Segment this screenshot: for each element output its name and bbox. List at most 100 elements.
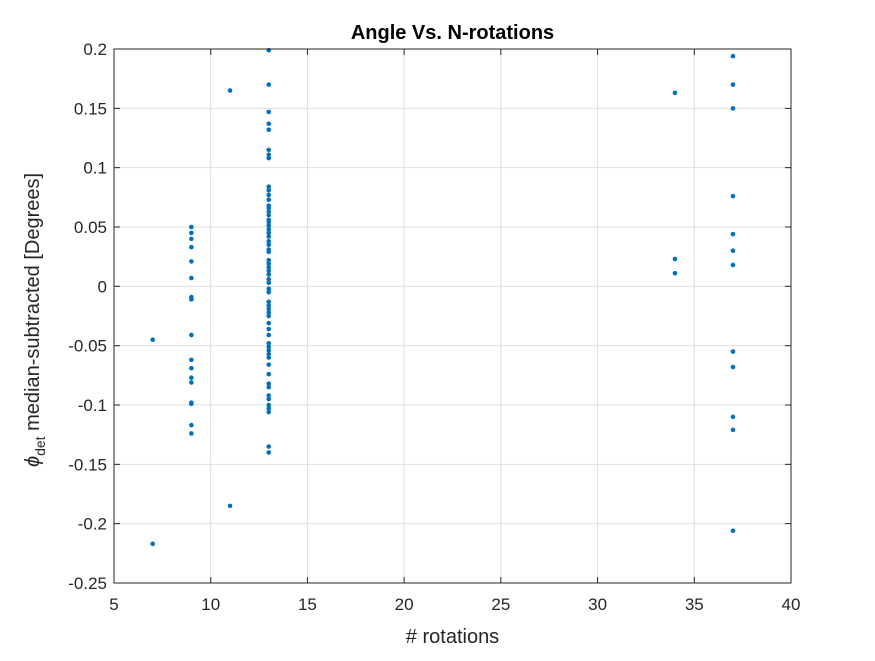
data-point: [266, 384, 272, 390]
data-point: [266, 299, 272, 305]
data-point: [266, 238, 272, 244]
data-point: [266, 355, 272, 360]
data-point: [189, 275, 194, 281]
data-point: [189, 365, 194, 371]
x-tick-label: 30: [588, 595, 607, 614]
data-point: [266, 280, 272, 286]
data-point: [730, 248, 736, 254]
data-point: [227, 88, 233, 93]
data-point: [266, 249, 272, 255]
y-tick-label: -0.25: [68, 574, 107, 593]
data-point: [266, 313, 272, 319]
data-point: [189, 224, 194, 230]
data-point: [227, 503, 233, 509]
data-point: [266, 268, 272, 274]
x-tick-label: 10: [201, 595, 220, 614]
y-axis-label-subscript: det: [32, 436, 48, 456]
data-point: [672, 256, 678, 262]
data-point: [266, 272, 272, 277]
data-point: [266, 82, 272, 87]
y-tick-label: 0.05: [74, 218, 107, 237]
data-point: [730, 364, 736, 370]
data-point: [266, 234, 272, 239]
data-point: [266, 289, 272, 295]
data-point: [266, 147, 272, 153]
data-point: [266, 444, 272, 449]
data-point: [266, 306, 272, 312]
data-point: [189, 422, 194, 428]
data-point: [266, 261, 272, 267]
data-point: [266, 223, 272, 229]
chart-title: Angle Vs. N-rotations: [351, 22, 554, 44]
data-point: [266, 219, 272, 225]
data-point: [266, 257, 272, 263]
x-tick-label: 20: [395, 595, 414, 614]
x-tick-label: 15: [298, 595, 317, 614]
data-point: [730, 53, 736, 59]
data-point: [266, 393, 272, 398]
data-point: [266, 212, 272, 218]
axes-box: [113, 48, 792, 584]
data-point: [730, 349, 736, 354]
data-point: [266, 265, 272, 270]
data-point: [730, 528, 736, 534]
data-point: [189, 332, 194, 338]
data-point: [266, 155, 272, 161]
data-point: [266, 205, 272, 211]
data-point: [189, 259, 194, 264]
data-point: [266, 396, 272, 402]
data-point: [266, 197, 272, 203]
y-tick-label: -0.1: [78, 396, 107, 415]
data-point: [266, 344, 272, 350]
data-point: [266, 127, 272, 132]
data-point: [189, 401, 194, 407]
y-tick-label: -0.15: [68, 455, 107, 474]
data-point: [730, 262, 736, 268]
data-point: [266, 371, 272, 377]
data-point: [189, 244, 194, 250]
data-point: [266, 192, 272, 198]
data-point: [266, 230, 272, 236]
data-point: [266, 326, 272, 332]
data-point: [266, 450, 272, 455]
data-point: [730, 106, 736, 111]
data-point: [266, 340, 272, 346]
data-point: [266, 406, 272, 411]
data-points: [150, 47, 736, 547]
data-point: [266, 209, 272, 214]
data-point: [672, 90, 678, 96]
data-point: [189, 431, 194, 436]
data-point: [266, 332, 272, 338]
data-point: [266, 242, 272, 248]
data-point: [266, 381, 272, 386]
y-axis-label-text: median-subtracted [Degrees]: [22, 173, 44, 436]
y-tick-label: -0.2: [78, 515, 107, 534]
data-point: [189, 375, 194, 381]
y-tick-label: 0: [98, 277, 107, 296]
data-point: [266, 184, 272, 189]
y-axis-label: ϕdet median-subtracted [Degrees]: [22, 173, 48, 467]
data-point: [266, 303, 272, 308]
x-tick-label: 5: [109, 595, 118, 614]
data-point: [730, 414, 736, 420]
data-point: [150, 337, 155, 343]
y-tick-label: 0.15: [74, 99, 107, 118]
plot-area: [114, 49, 791, 583]
data-point: [266, 121, 272, 127]
data-point: [266, 402, 272, 408]
data-point: [266, 152, 272, 157]
data-point: [266, 310, 272, 315]
data-point: [266, 276, 272, 282]
data-point: [266, 227, 272, 232]
data-point: [266, 109, 272, 115]
data-point: [730, 231, 736, 237]
data-point: [730, 193, 736, 199]
x-tick-label: 40: [782, 595, 801, 614]
data-point: [266, 362, 272, 367]
data-point: [189, 230, 194, 236]
data-point: [266, 409, 272, 415]
data-point: [189, 297, 194, 302]
data-point: [266, 286, 272, 292]
